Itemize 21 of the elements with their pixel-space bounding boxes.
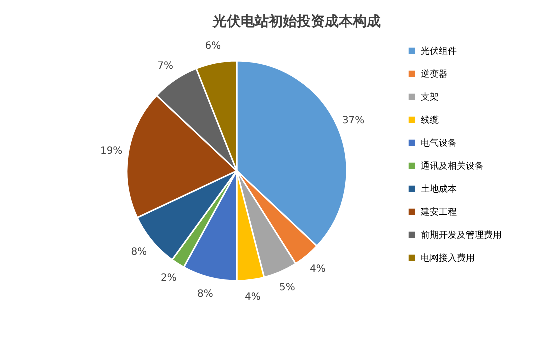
data-label: 4% [244,292,261,303]
legend-label: 线缆 [421,115,439,126]
chart-title: 光伏电站初始投资成本构成 [212,13,381,30]
data-label: 19% [100,146,123,158]
legend-label: 前期开发及管理费用 [421,230,502,241]
data-label: 2% [161,273,177,284]
data-label: 6% [205,41,222,52]
legend-label: 电网接入费用 [421,253,475,264]
legend-label: 电气设备 [421,138,457,149]
data-label: 37% [342,116,365,127]
legend-label: 建安工程 [420,207,457,218]
legend-label: 土地成本 [421,184,457,195]
data-label: 8% [197,289,214,300]
data-label: 5% [280,282,296,294]
legend-label: 通讯及相关设备 [421,161,484,172]
legend-label: 逆变器 [421,69,448,80]
data-label: 4% [310,264,326,275]
legend-label: 支架 [421,92,439,103]
data-label: 7% [158,60,174,72]
data-label: 8% [131,246,148,258]
legend-label: 光伏组件 [421,46,457,57]
